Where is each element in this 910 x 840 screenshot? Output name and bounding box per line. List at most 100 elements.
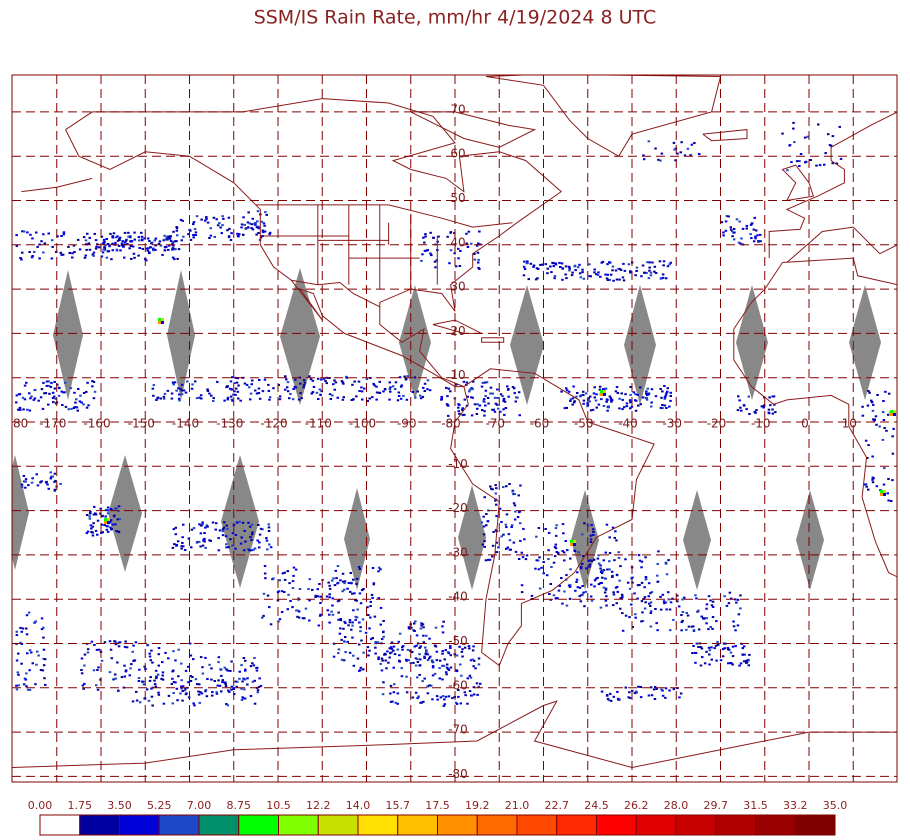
- rain-pixel: [656, 563, 659, 565]
- rain-pixel: [565, 387, 568, 390]
- rain-pixel: [575, 581, 578, 583]
- rain-pixel: [118, 236, 122, 239]
- rain-pixel: [648, 602, 651, 605]
- rain-pixel: [513, 518, 517, 521]
- rain-pixel: [50, 257, 54, 260]
- rain-pixel: [175, 389, 178, 392]
- rain-pixel: [420, 701, 424, 704]
- rain-pixel: [212, 216, 216, 219]
- rain-pixel: [216, 380, 219, 383]
- rain-pixel: [446, 395, 449, 398]
- rain-pixel: [760, 405, 764, 408]
- rain-pixel: [477, 663, 481, 666]
- rain-pixel: [602, 405, 606, 407]
- rain-pixel: [630, 603, 633, 606]
- rain-pixel: [421, 680, 424, 683]
- rain-pixel: [220, 674, 223, 677]
- rain-pixel: [739, 594, 742, 597]
- rain-pixel: [258, 379, 261, 381]
- rain-pixel: [367, 654, 370, 657]
- rain-pixel: [392, 691, 396, 694]
- rain-pixel: [389, 386, 392, 389]
- rain-pixel: [303, 381, 307, 384]
- latitude-label: -80: [448, 767, 468, 781]
- rain-pixel: [245, 383, 249, 386]
- rain-pixel: [341, 572, 345, 575]
- rain-pixel: [414, 396, 417, 399]
- rain-pixel: [92, 381, 96, 383]
- rain-pixel: [549, 583, 552, 585]
- rain-pixel: [348, 651, 352, 654]
- rain-pixel: [92, 254, 95, 257]
- map-labels: 80 -170 -160 -150 -140 -130 -120 -110 -100 -90 -80…: [13, 102, 857, 781]
- rain-pixel: [654, 395, 658, 398]
- rain-pixel: [261, 390, 265, 393]
- rain-pixel: [403, 375, 406, 378]
- rain-pixel: [422, 700, 425, 703]
- rain-pixel: [422, 236, 425, 239]
- rain-pixel: [389, 390, 392, 393]
- rain-pixel: [88, 512, 92, 515]
- rain-pixel: [348, 621, 352, 624]
- rain-pixel: [334, 381, 338, 384]
- rain-pixel: [390, 647, 394, 650]
- rain-pixel: [135, 690, 138, 693]
- rain-pixel: [400, 667, 403, 670]
- rain-pixel: [28, 649, 32, 652]
- rain-pixel: [565, 389, 569, 392]
- rain-pixel: [173, 543, 176, 546]
- rain-pixel: [493, 396, 497, 399]
- rain-pixel: [804, 161, 807, 164]
- rain-pixel: [164, 246, 167, 248]
- rain-pixel: [698, 153, 701, 155]
- longitude-label: 80: [13, 417, 28, 431]
- rain-pixel: [382, 635, 385, 638]
- rain-pixel: [740, 409, 743, 412]
- colorbar-swatch: [39, 814, 81, 836]
- rain-pixel: [366, 646, 370, 649]
- rain-pixel: [155, 675, 158, 678]
- colorbar-label: 31.5: [743, 799, 768, 812]
- rain-pixel: [87, 404, 90, 407]
- rain-pixel: [449, 645, 452, 648]
- rain-pixel: [430, 684, 433, 687]
- rain-pixel: [477, 261, 480, 264]
- rain-pixel: [422, 634, 425, 637]
- rain-pixel: [872, 403, 875, 406]
- rain-pixel: [749, 223, 753, 226]
- rain-pixel: [422, 641, 426, 644]
- rain-pixel: [455, 383, 458, 386]
- rain-pixel: [104, 244, 107, 247]
- rain-pixel: [507, 395, 510, 398]
- swath-gap: [458, 485, 486, 590]
- rain-pixel: [125, 238, 128, 241]
- rain-pixel: [553, 275, 557, 278]
- rain-pixel: [480, 521, 484, 524]
- rain-pixel: [24, 678, 28, 681]
- rain-pixel: [419, 658, 422, 661]
- rain-pixel: [354, 618, 357, 621]
- rain-pixel: [35, 663, 38, 666]
- rain-pixel: [790, 161, 793, 164]
- rain-pixel: [378, 380, 381, 383]
- rain-pixel: [606, 568, 609, 571]
- rain-pixel: [192, 702, 195, 705]
- rain-pixel: [47, 380, 50, 383]
- rain-pixel: [490, 487, 493, 490]
- rain-pixel: [689, 154, 692, 157]
- rain-pixel: [592, 392, 596, 395]
- rain-pixel: [253, 547, 257, 550]
- rain-pixel: [140, 235, 144, 238]
- rain-pixel: [25, 381, 28, 384]
- rain-pixel: [743, 404, 746, 407]
- rain-pixel: [103, 524, 106, 527]
- rain-pixel: [325, 382, 328, 385]
- rain-pixel: [104, 521, 107, 524]
- rain-pixel: [268, 606, 271, 609]
- rain-pixel: [757, 240, 760, 243]
- rain-pixel: [448, 262, 451, 265]
- rain-pixel: [415, 634, 419, 637]
- rain-pixel: [634, 409, 638, 412]
- rain-pixel: [176, 234, 179, 237]
- rain-pixel: [753, 216, 756, 219]
